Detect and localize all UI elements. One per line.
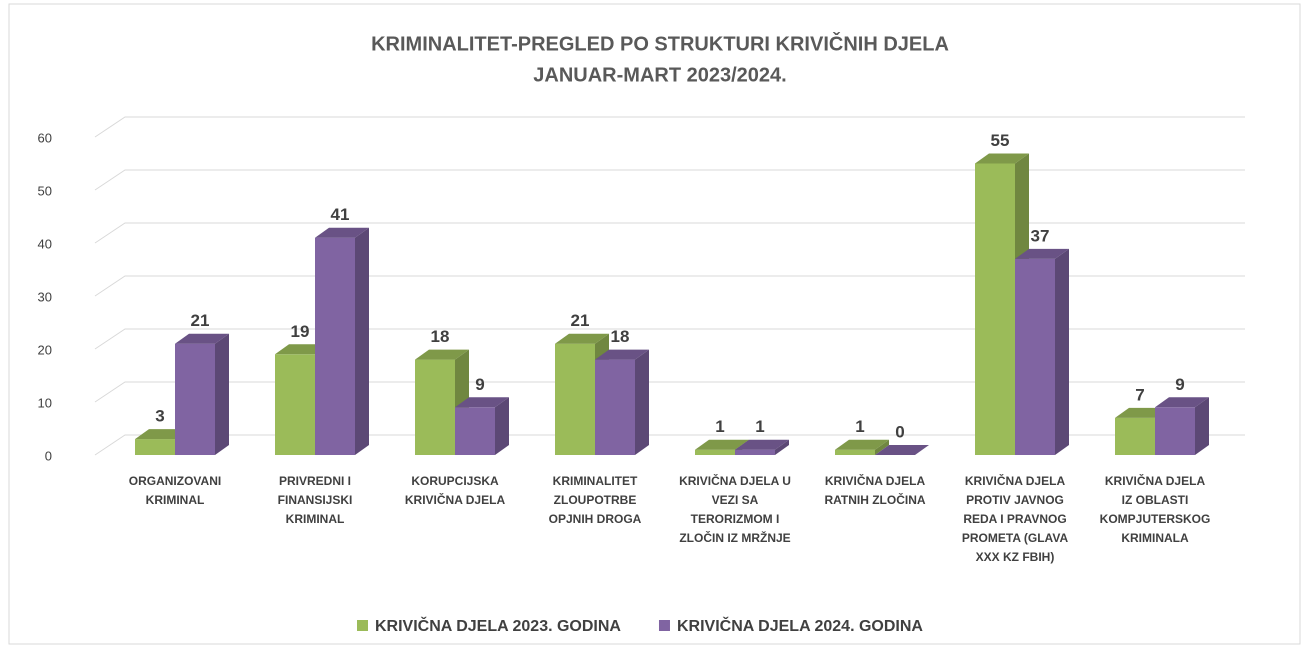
bar-side	[635, 349, 649, 455]
x-tick-label: KRIVIČNA DJELA RATNIH ZLOČINA	[824, 473, 925, 507]
bar-side	[215, 333, 229, 455]
data-label: 21	[191, 311, 210, 330]
x-tick-label: ORGANIZOVANI KRIMINAL	[129, 474, 221, 507]
data-label: 19	[291, 322, 310, 341]
data-label: 21	[571, 311, 590, 330]
grid-line	[94, 381, 1245, 403]
bar-front	[595, 359, 635, 455]
data-label: 37	[1031, 226, 1050, 245]
data-label: 9	[475, 375, 484, 394]
grid-line	[94, 169, 1245, 191]
bar-front	[175, 343, 215, 455]
x-tick-label: KORUPCIJSKA KRIVIČNA DJELA	[405, 474, 506, 507]
data-label: 1	[755, 417, 764, 436]
legend-swatch	[357, 620, 368, 631]
x-tick-label: KRIMINALITET ZLOUPOTRBE OPJNIH DROGA	[549, 474, 642, 526]
chart-border	[8, 3, 1301, 645]
data-label: 1	[855, 417, 864, 436]
bar-front	[555, 343, 595, 455]
bar-front	[455, 407, 495, 455]
bar-top	[555, 333, 609, 344]
bar-top	[835, 439, 889, 450]
y-tick-label: 10	[38, 395, 52, 410]
grid-line	[94, 434, 1245, 456]
data-label: 0	[895, 422, 904, 441]
legend-label: KRIVIČNA DJELA 2024. GODINA	[677, 616, 923, 635]
y-tick-label: 60	[38, 130, 52, 145]
bar-side	[875, 439, 889, 455]
data-label: 3	[155, 407, 164, 426]
x-tick-label: KRIVIČNA DJELA IZ OBLASTI KOMPJUTERSKOG KRI…	[1100, 473, 1211, 545]
y-tick-label: 30	[38, 289, 52, 304]
bar-front	[1155, 407, 1195, 455]
bar	[315, 227, 369, 455]
bar	[595, 349, 649, 455]
bar-top	[695, 439, 749, 450]
y-tick-label: 0	[45, 448, 52, 463]
y-tick-label: 40	[38, 236, 52, 251]
bar-top	[415, 349, 469, 360]
y-tick-label: 50	[38, 183, 52, 198]
bar-front	[1015, 258, 1055, 455]
bar-front	[135, 439, 175, 455]
bar-top	[1015, 248, 1069, 259]
x-tick-label: PRIVREDNI I FINANSIJSKI KRIMINAL	[278, 474, 353, 526]
data-label: 18	[611, 327, 630, 346]
x-tick-label: KRIVIČNA DJELA PROTIV JAVNOG REDA I PRAVNO…	[962, 473, 1069, 564]
bar-front	[695, 449, 735, 455]
bar	[735, 439, 789, 455]
bar	[1155, 397, 1209, 455]
bar-front	[415, 359, 455, 455]
bar-top	[975, 153, 1029, 164]
bar-side	[355, 227, 369, 455]
legend-swatch	[658, 620, 670, 631]
bar-side	[1195, 397, 1209, 455]
bar	[835, 439, 889, 455]
bar-front	[275, 354, 315, 455]
bar-front	[1115, 417, 1155, 455]
bar	[455, 397, 509, 455]
bar-top	[455, 397, 509, 408]
bar-side	[495, 397, 509, 455]
grid-line	[94, 222, 1245, 244]
data-label: 1	[715, 417, 724, 436]
bar-top	[1155, 397, 1209, 408]
data-label: 41	[331, 205, 350, 224]
bar-top	[595, 349, 649, 360]
grid-line	[94, 116, 1245, 138]
grid-line	[94, 275, 1245, 297]
bar-side	[1055, 248, 1069, 455]
data-label: 7	[1135, 385, 1144, 404]
bar-front	[735, 449, 775, 455]
data-label: 9	[1175, 375, 1184, 394]
bar-front	[835, 449, 875, 455]
y-tick-label: 20	[38, 342, 52, 357]
legend-label: KRIVIČNA DJELA 2023. GODINA	[375, 616, 621, 635]
bar-top	[315, 227, 369, 238]
data-label: 55	[991, 131, 1010, 150]
chart-title: JANUAR-MART 2023/2024.	[533, 64, 786, 86]
bar-side	[775, 439, 789, 455]
chart-title: KRIMINALITET-PREGLED PO STRUKTURI KRIVIČ…	[371, 31, 949, 55]
grid-line	[94, 328, 1245, 350]
data-label: 18	[431, 327, 450, 346]
bar	[175, 333, 229, 455]
bar-front	[975, 163, 1015, 455]
x-tick-label: KRIVIČNA DJELA U VEZI SA TERORIZMOM I ZLOČI…	[679, 473, 791, 545]
bar	[875, 445, 929, 455]
bar-top	[875, 445, 929, 455]
bar-top	[735, 439, 789, 450]
bar-top	[175, 333, 229, 344]
bar-front	[315, 237, 355, 455]
bar	[1015, 248, 1069, 455]
